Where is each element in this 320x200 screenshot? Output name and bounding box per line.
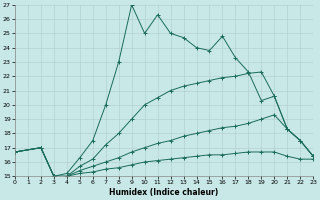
X-axis label: Humidex (Indice chaleur): Humidex (Indice chaleur) <box>109 188 219 197</box>
